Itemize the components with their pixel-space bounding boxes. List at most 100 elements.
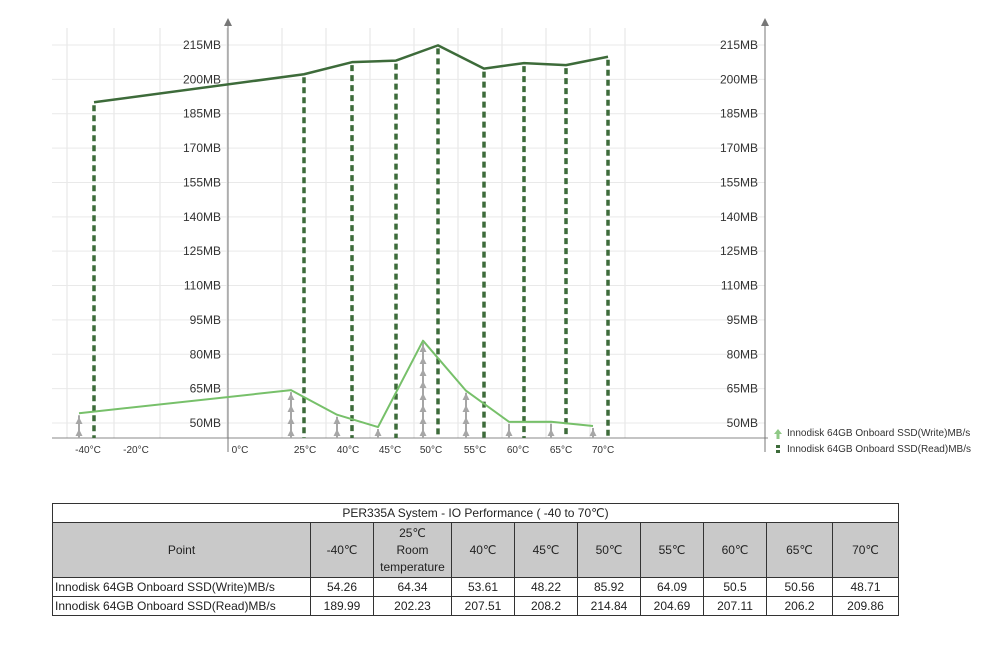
x-tick-label: -20°C — [123, 445, 149, 456]
legend-label-write: Innodisk 64GB Onboard SSD(Write)MB/s — [787, 428, 971, 439]
y-tick-label-right: 185MB — [720, 107, 758, 121]
write-series-line — [78, 339, 594, 429]
table-cell: 208.2 — [514, 596, 578, 616]
legend-item-read: Innodisk 64GB Onboard SSD(Read)MB/s — [773, 442, 971, 458]
dashed-line-icon — [773, 444, 783, 456]
write-arrow-marker — [75, 429, 83, 436]
y-tick-label-right: 140MB — [720, 210, 758, 224]
write-arrow-marker — [333, 417, 341, 424]
y-tick-label-right: 125MB — [720, 244, 758, 258]
write-arrow-marker — [75, 417, 83, 424]
y-tick-label-right: 50MB — [727, 416, 758, 430]
table-cell: 54.26 — [310, 577, 374, 597]
write-arrow-marker — [419, 393, 427, 400]
x-tick-label: 45°C — [379, 445, 401, 456]
write-arrow-marker — [462, 417, 470, 424]
table-cell: 207.51 — [451, 596, 515, 616]
table-cell: 202.23 — [373, 596, 452, 616]
y-tick-label-right: 80MB — [727, 347, 758, 361]
table-cell: 64.34 — [373, 577, 452, 597]
table-cell: 207.11 — [703, 596, 767, 616]
write-arrow-marker — [287, 405, 295, 412]
y-tick-label-left: 65MB — [190, 382, 221, 396]
header-col-line: 70℃ — [852, 542, 879, 557]
header-col-line: 60℃ — [721, 542, 749, 557]
header-col-line: 65℃ — [786, 542, 813, 557]
header-col-line: 50℃ — [595, 542, 623, 557]
y-tick-label-left: 125MB — [183, 244, 221, 258]
write-arrow-marker — [287, 429, 295, 436]
x-tick-label: 25°C — [294, 445, 316, 456]
y-tick-label-left: 80MB — [190, 347, 221, 361]
header-col: 50℃ — [577, 522, 641, 578]
header-col: 60℃ — [703, 522, 767, 578]
table-cell: 64.09 — [640, 577, 704, 597]
table-cell: 206.2 — [766, 596, 833, 616]
y-tick-label-right: 110MB — [721, 279, 758, 293]
y-tick-label-left: 95MB — [190, 313, 221, 327]
row-label: Innodisk 64GB Onboard SSD(Write)MB/s — [52, 577, 311, 597]
x-tick-label: 55°C — [464, 445, 486, 456]
write-arrow-marker — [419, 357, 427, 364]
y-tick-label-right: 200MB — [720, 72, 758, 86]
table-cell: 85.92 — [577, 577, 641, 597]
header-col: 25℃ Room temperature — [373, 522, 452, 578]
header-col: 65℃ — [766, 522, 833, 578]
table-cell: 214.84 — [577, 596, 641, 616]
table-cell: 209.86 — [832, 596, 899, 616]
y-axis-left-arrow — [224, 18, 232, 26]
write-arrow-marker — [419, 345, 427, 352]
write-arrow-marker — [589, 429, 597, 436]
header-col-line: 45℃ — [532, 542, 560, 557]
read-series-line — [93, 44, 609, 104]
up-arrow-icon — [773, 428, 783, 440]
y-tick-label-left: 215MB — [183, 38, 221, 52]
y-tick-label-left: 110MB — [184, 279, 221, 293]
table-title: PER335A System - IO Performance ( -40 to… — [52, 503, 899, 523]
chart-legend: Innodisk 64GB Onboard SSD(Write)MB/s Inn… — [773, 426, 971, 458]
y-tick-label-right: 215MB — [720, 38, 758, 52]
header-col-line: 25℃ — [399, 525, 426, 540]
write-arrow-marker — [419, 369, 427, 376]
x-tick-label: 50°C — [420, 445, 442, 456]
x-tick-label: 60°C — [507, 445, 529, 456]
header-col: -40℃ — [310, 522, 374, 578]
table-row: Innodisk 64GB Onboard SSD(Write)MB/s 54.2… — [52, 577, 899, 597]
header-col-line: -40℃ — [326, 542, 358, 557]
performance-table-container: PER335A System - IO Performance ( -40 to… — [52, 503, 899, 616]
write-arrow-marker — [419, 417, 427, 424]
header-col: 70℃ — [832, 522, 899, 578]
write-arrow-marker — [462, 393, 470, 400]
header-col-line: 40℃ — [469, 542, 497, 557]
x-tick-label: 65°C — [550, 445, 572, 456]
y-tick-label-left: 50MB — [190, 416, 221, 430]
write-arrow-marker — [419, 429, 427, 436]
y-tick-label-right: 155MB — [720, 175, 758, 189]
header-col-line: Room — [396, 542, 429, 557]
header-col: 40℃ — [451, 522, 515, 578]
write-arrow-marker — [547, 429, 555, 436]
legend-item-write: Innodisk 64GB Onboard SSD(Write)MB/s — [773, 426, 971, 442]
x-tick-label: 70°C — [592, 445, 614, 456]
write-arrow-marker — [419, 405, 427, 412]
write-arrow-marker — [419, 381, 427, 388]
legend-label-read: Innodisk 64GB Onboard SSD(Read)MB/s — [787, 444, 971, 455]
header-point: Point — [52, 522, 311, 578]
io-performance-chart: 215MB 200MB 185MB 170MB 155MB 140MB 125MB 110MB… — [52, 18, 769, 456]
write-arrow-marker — [287, 393, 295, 400]
table-cell: 48.22 — [514, 577, 578, 597]
y-tick-label-left: 155MB — [183, 175, 221, 189]
write-arrow-marker — [462, 405, 470, 412]
write-arrow-marker — [505, 429, 513, 436]
table-cell: 50.56 — [766, 577, 833, 597]
header-col: 55℃ — [640, 522, 704, 578]
y-tick-label-right: 95MB — [727, 313, 758, 327]
y-axis-right-arrow — [761, 18, 769, 26]
y-tick-label-left: 200MB — [183, 72, 221, 86]
x-tick-label: -40°C — [75, 445, 101, 456]
y-tick-label-right: 65MB — [727, 382, 758, 396]
table-cell: 53.61 — [451, 577, 515, 597]
write-arrow-marker — [462, 429, 470, 436]
table-row: Innodisk 64GB Onboard SSD(Read)MB/s 189.9… — [52, 596, 899, 616]
table-cell: 189.99 — [310, 596, 374, 616]
